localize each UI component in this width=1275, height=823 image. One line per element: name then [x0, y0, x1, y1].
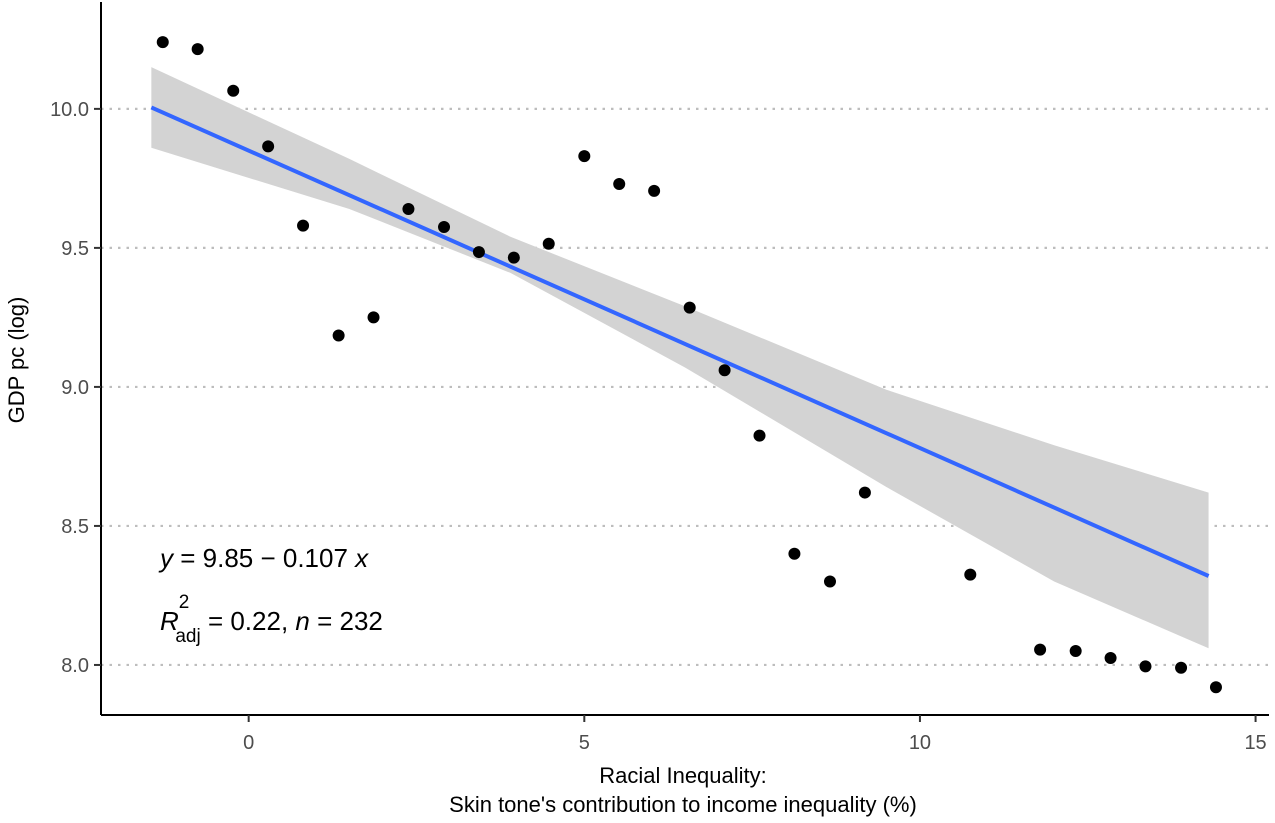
equation-y: y	[158, 543, 175, 573]
equation-body: = 9.85 − 0.107	[173, 543, 355, 573]
fit-statistics: R2 adj = 0.22, n = 232	[160, 592, 383, 647]
data-point-14	[648, 184, 661, 197]
data-point-18	[788, 547, 801, 560]
stats-r-sub: adj	[175, 626, 200, 647]
y-tick-label-0: 8.0	[61, 655, 89, 677]
data-point-9	[472, 246, 485, 259]
data-point-26	[1175, 661, 1188, 674]
x-tick-label-3: 15	[1244, 732, 1266, 754]
data-point-19	[823, 575, 836, 588]
data-point-7	[402, 202, 415, 215]
x-axis-title-line2: Skin tone's contribution to income inequ…	[449, 792, 917, 817]
data-point-27	[1209, 681, 1222, 694]
data-point-20	[858, 486, 871, 499]
data-point-0	[156, 36, 169, 49]
y-tick-label-3: 9.5	[61, 238, 89, 260]
x-axis-title-line1: Racial Inequality:	[599, 763, 767, 788]
data-point-16	[718, 364, 731, 377]
y-tick-label-1: 8.5	[61, 516, 89, 538]
data-point-1	[191, 43, 204, 56]
data-point-25	[1139, 660, 1152, 673]
equation-x: x	[353, 543, 369, 573]
stats-r: R	[160, 606, 179, 636]
data-point-24	[1104, 652, 1117, 665]
data-point-15	[683, 301, 696, 314]
y-axis-title: GDP pc (log)	[4, 297, 29, 424]
x-tick-label-1: 5	[579, 732, 590, 754]
axes	[100, 2, 1269, 716]
data-point-8	[438, 221, 451, 234]
data-point-5	[332, 329, 345, 342]
regression-equation: y = 9.85 − 0.107 x	[158, 543, 369, 573]
regression-line	[150, 105, 1210, 578]
stats-mid: = 0.22,	[201, 606, 296, 636]
data-point-21	[964, 568, 977, 581]
data-point-10	[507, 251, 520, 264]
data-point-22	[1034, 643, 1047, 656]
y-tick-label-4: 10.0	[50, 99, 89, 121]
confidence-band	[151, 67, 1209, 649]
x-tick-label-0: 0	[243, 732, 254, 754]
data-point-3	[262, 140, 275, 153]
data-point-11	[542, 237, 555, 250]
data-point-13	[613, 177, 626, 190]
data-point-23	[1069, 645, 1082, 658]
stats-tail: = 232	[310, 606, 383, 636]
x-axis-ticks: 0 5 10 15	[243, 715, 1267, 754]
data-points	[156, 36, 1222, 694]
data-point-17	[753, 429, 766, 442]
data-point-12	[578, 150, 591, 163]
x-tick-label-2: 10	[909, 732, 931, 754]
stats-r-sup: 2	[179, 592, 190, 613]
data-point-6	[367, 311, 380, 324]
y-axis-ticks: 8.0 8.5 9.0 9.5 10.0	[50, 99, 101, 677]
data-point-2	[227, 84, 240, 97]
stats-n: n	[295, 606, 309, 636]
y-tick-label-2: 9.0	[61, 377, 89, 399]
data-point-4	[297, 219, 310, 232]
